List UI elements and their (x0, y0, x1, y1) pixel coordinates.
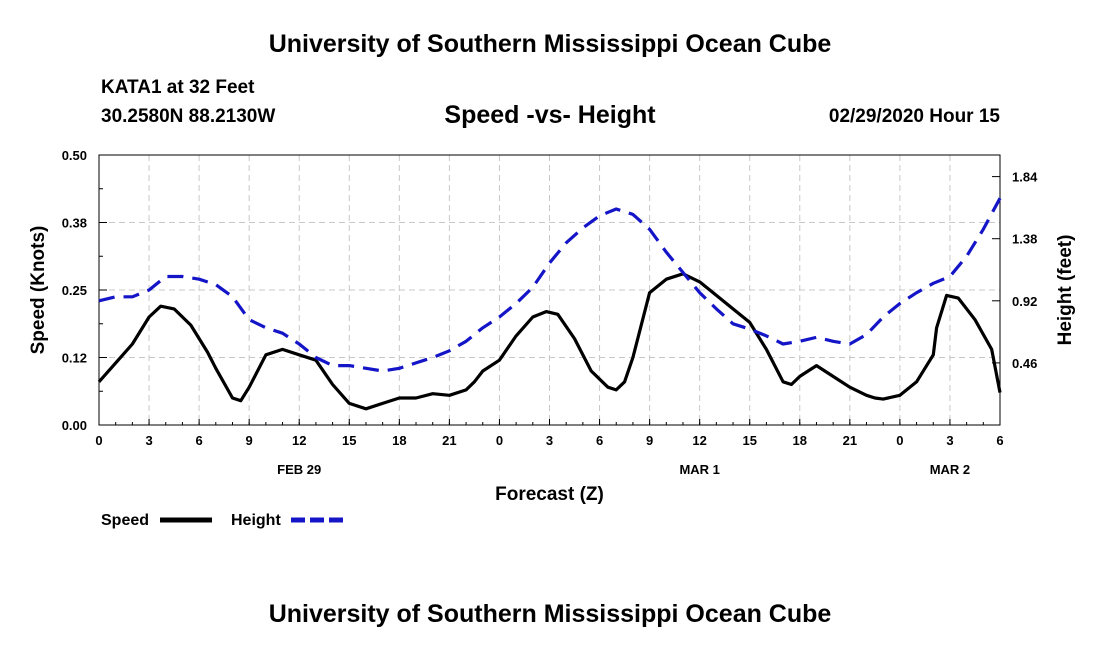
legend-label-speed: Speed (101, 512, 149, 529)
x-tick-label: 0 (896, 433, 903, 448)
x-tick-label: 3 (946, 433, 953, 448)
x-tick-label: 6 (996, 433, 1003, 448)
x-tick-label: 15 (742, 433, 756, 448)
station-label: KATA1 at 32 Feet (101, 77, 255, 98)
x-tick-label: 15 (342, 433, 356, 448)
y2-axis-title: Height (feet) (1055, 235, 1076, 346)
chart-title: Speed -vs- Height (444, 101, 656, 129)
axes: 0 3 6 9 12 15 18 21 0 3 6 9 12 15 18 21 0 3 6 FEB 29 MAR 1 MA… (62, 148, 1038, 477)
series-lines (97, 197, 1002, 411)
y-tick-label: 0.50 (62, 148, 87, 163)
x-axis-title: Forecast (Z) (495, 484, 604, 505)
footer-title: University of Southern Mississippi Ocean… (268, 600, 832, 628)
x-tick-label: 0 (95, 433, 102, 448)
y-tick-label: 0.00 (62, 418, 87, 433)
date-label: MAR 1 (679, 462, 719, 477)
x-tick-label: 3 (145, 433, 152, 448)
series-line-speed (97, 272, 1002, 411)
x-tick-label: 18 (793, 433, 807, 448)
y2-tick-label: 1.84 (1012, 170, 1038, 185)
y2-tick-label: 0.92 (1012, 294, 1037, 309)
y-tick-label: 0.38 (62, 216, 87, 231)
x-tick-label: 6 (596, 433, 603, 448)
x-tick-label: 3 (546, 433, 553, 448)
x-tick-label: 9 (646, 433, 653, 448)
legend-label-height: Height (231, 512, 281, 529)
station-coordinates: 30.2580N 88.2130W (101, 106, 276, 127)
chart-legend: Speed Height (101, 512, 343, 529)
forecast-datetime: 02/29/2020 Hour 15 (828, 106, 1000, 127)
x-tick-label: 21 (843, 433, 857, 448)
x-tick-label: 18 (392, 433, 406, 448)
x-tick-label: 12 (692, 433, 706, 448)
y-tick-label: 0.25 (62, 283, 87, 298)
y-tick-label: 0.12 (62, 351, 87, 366)
x-tick-label: 12 (292, 433, 306, 448)
x-tick-label: 21 (442, 433, 456, 448)
date-label: MAR 2 (930, 462, 970, 477)
y2-tick-label: 1.38 (1012, 232, 1037, 247)
grid-lines (98, 154, 1001, 426)
y-axis-title: Speed (Knots) (28, 226, 49, 355)
x-tick-label: 0 (496, 433, 503, 448)
x-tick-label: 6 (195, 433, 202, 448)
x-tick-label: 9 (246, 433, 253, 448)
date-label: FEB 29 (277, 462, 321, 477)
page-title: University of Southern Mississippi Ocean… (268, 30, 832, 58)
series-line-height (98, 197, 1002, 373)
y2-tick-label: 0.46 (1012, 356, 1037, 371)
